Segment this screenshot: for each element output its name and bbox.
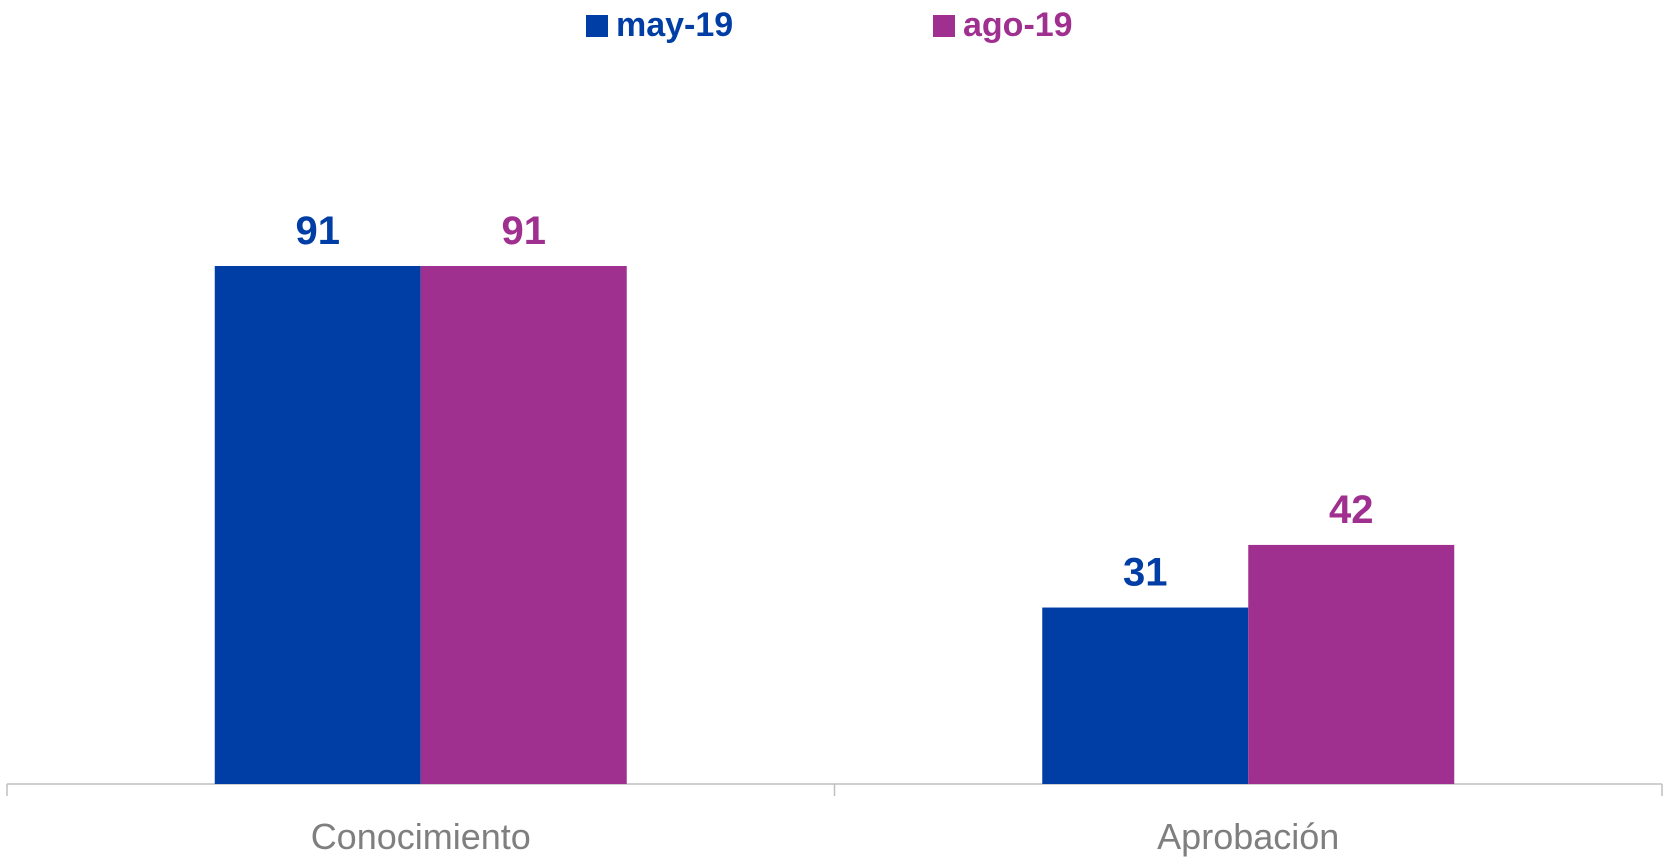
legend-swatch-may-19 — [586, 14, 608, 37]
legend-item-may-19: may-19 — [586, 6, 733, 45]
bar-ago-19-0 — [420, 266, 627, 784]
data-label-ago-19-0: 91 — [502, 209, 547, 253]
legend-swatch-ago-19 — [933, 14, 955, 37]
bar-may-19-1 — [1042, 607, 1249, 784]
legend-item-ago-19: ago-19 — [933, 6, 1073, 45]
data-label-may-19-0: 91 — [296, 209, 341, 253]
bar-may-19-0 — [214, 266, 421, 784]
x-tick-label-1: Aprobación — [1157, 816, 1339, 857]
data-label-ago-19-1: 42 — [1329, 488, 1374, 532]
legend-label-ago-19: ago-19 — [963, 6, 1073, 44]
legend-label-may-19: may-19 — [616, 6, 734, 44]
x-tick-label-0: Conocimiento — [311, 816, 531, 857]
chart-legend: may-19 ago-19 — [0, 6, 1665, 46]
data-label-may-19-1: 31 — [1123, 551, 1168, 595]
bar-ago-19-1 — [1248, 544, 1455, 784]
